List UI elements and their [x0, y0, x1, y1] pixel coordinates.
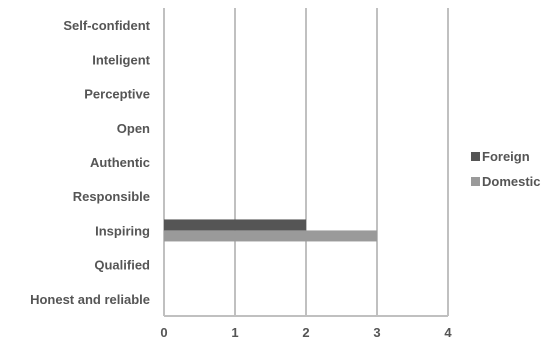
category-label: Inspiring [95, 223, 150, 238]
x-tick-label: 2 [302, 325, 309, 340]
bars [164, 219, 377, 242]
category-label: Qualified [94, 258, 150, 273]
legend-label: Domestic [482, 174, 541, 189]
category-label: Self-confident [63, 18, 150, 33]
category-label: Authentic [90, 155, 150, 170]
legend: Foreign Domestic [471, 149, 541, 189]
axis [163, 8, 448, 317]
x-tick-label: 0 [160, 325, 167, 340]
category-label: Perceptive [84, 87, 150, 102]
category-label: Responsible [73, 189, 150, 204]
category-labels: Self-confident Inteligent Perceptive Open Au… [30, 18, 151, 307]
x-tick-label: 4 [444, 325, 452, 340]
bar-foreign [164, 219, 306, 231]
category-label: Open [117, 121, 150, 136]
legend-swatch-foreign [471, 152, 480, 161]
x-tick-label: 1 [231, 325, 238, 340]
x-tick-label: 3 [373, 325, 380, 340]
x-tick-labels: 0 1 2 3 4 [160, 325, 452, 340]
category-label: Honest and reliable [30, 292, 150, 307]
grid-lines [234, 8, 449, 316]
legend-swatch-domestic [471, 177, 480, 186]
bar-domestic [164, 230, 377, 242]
category-label: Inteligent [92, 52, 150, 67]
legend-label: Foreign [482, 149, 530, 164]
